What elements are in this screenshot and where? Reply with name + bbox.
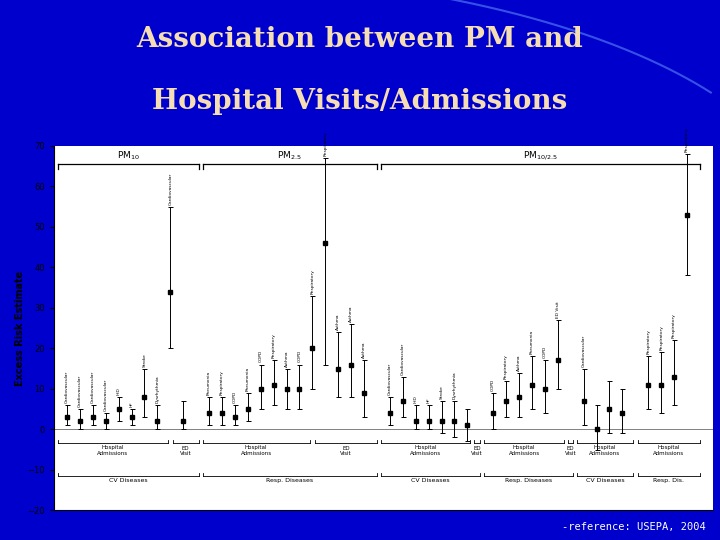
Text: Dysrhythmia: Dysrhythmia bbox=[452, 372, 456, 399]
Text: Asthma: Asthma bbox=[284, 350, 289, 367]
Text: CV Diseases: CV Diseases bbox=[585, 478, 624, 483]
Text: Resp. Dis.: Resp. Dis. bbox=[653, 478, 685, 483]
Text: ED
Visit: ED Visit bbox=[565, 446, 577, 456]
Text: Cardiovascular: Cardiovascular bbox=[168, 172, 172, 205]
Text: Cardiovascular: Cardiovascular bbox=[582, 334, 585, 367]
Text: COPD: COPD bbox=[233, 391, 237, 403]
Text: Asthma: Asthma bbox=[517, 354, 521, 370]
Text: COPD: COPD bbox=[297, 350, 302, 362]
Text: Cardiovascular: Cardiovascular bbox=[401, 342, 405, 375]
Text: Hospital
Admissions: Hospital Admissions bbox=[410, 446, 441, 456]
Text: COPD: COPD bbox=[543, 346, 547, 359]
Text: IHD: IHD bbox=[414, 395, 418, 403]
Text: -reference: USEPA, 2004: -reference: USEPA, 2004 bbox=[562, 522, 706, 532]
Text: PM$_{10/2.5}$: PM$_{10/2.5}$ bbox=[523, 150, 558, 163]
Text: ED
Visit: ED Visit bbox=[340, 446, 352, 456]
Text: Hospital
Admissions: Hospital Admissions bbox=[240, 446, 271, 456]
Text: ED
Visit: ED Visit bbox=[472, 446, 483, 456]
Text: Hospital
Admissions: Hospital Admissions bbox=[508, 446, 540, 456]
Text: Dysrhythmia: Dysrhythmia bbox=[156, 375, 159, 403]
Text: Stroke: Stroke bbox=[143, 353, 146, 367]
Text: Respiratory: Respiratory bbox=[647, 329, 650, 354]
Text: Respiratory: Respiratory bbox=[685, 127, 689, 152]
Text: Resp. Diseases: Resp. Diseases bbox=[266, 478, 313, 483]
Text: Respiratory: Respiratory bbox=[659, 326, 663, 350]
Text: Pneumonia: Pneumonia bbox=[207, 371, 211, 395]
Text: Pneumonia: Pneumonia bbox=[246, 367, 250, 391]
Text: Respiratory: Respiratory bbox=[271, 334, 276, 359]
Text: Hospital Visits/Admissions: Hospital Visits/Admissions bbox=[153, 87, 567, 114]
Text: COPD: COPD bbox=[491, 379, 495, 391]
Text: Cardiovascular: Cardiovascular bbox=[388, 363, 392, 395]
Text: Stroke: Stroke bbox=[439, 385, 444, 399]
Text: Cardiovascular: Cardiovascular bbox=[65, 371, 69, 403]
Text: Hospital
Admissions: Hospital Admissions bbox=[590, 446, 621, 456]
Text: Cardiovascular: Cardiovascular bbox=[78, 375, 82, 407]
Text: IHD: IHD bbox=[117, 387, 120, 395]
Text: PM$_{10}$: PM$_{10}$ bbox=[117, 150, 140, 163]
Y-axis label: Excess Risk Estimate: Excess Risk Estimate bbox=[14, 271, 24, 386]
Text: HF: HF bbox=[427, 397, 431, 403]
Text: PM$_{2.5}$: PM$_{2.5}$ bbox=[277, 150, 302, 163]
Text: Cardiovascular: Cardiovascular bbox=[104, 379, 108, 411]
Text: ED Visit: ED Visit bbox=[556, 301, 559, 318]
Text: Asthma: Asthma bbox=[336, 314, 340, 330]
Text: Resp. Diseases: Resp. Diseases bbox=[505, 478, 552, 483]
Text: ED
Visit: ED Visit bbox=[180, 446, 192, 456]
Text: Hospital
Admissions: Hospital Admissions bbox=[653, 446, 685, 456]
Text: Respiratory: Respiratory bbox=[220, 370, 224, 395]
Text: Association between PM and: Association between PM and bbox=[137, 26, 583, 53]
Text: CV Diseases: CV Diseases bbox=[411, 478, 450, 483]
Text: Pneumonia: Pneumonia bbox=[530, 330, 534, 354]
Text: Hospital
Admissions: Hospital Admissions bbox=[97, 446, 128, 456]
Text: Respiratory: Respiratory bbox=[310, 269, 315, 294]
Text: Respiratory: Respiratory bbox=[323, 131, 328, 156]
Text: Respiratory: Respiratory bbox=[672, 313, 676, 338]
Text: COPD: COPD bbox=[258, 350, 263, 362]
Text: Respiratory: Respiratory bbox=[504, 354, 508, 379]
Text: Asthma: Asthma bbox=[362, 342, 366, 359]
Text: Cardiovascular: Cardiovascular bbox=[91, 371, 95, 403]
Text: Asthma: Asthma bbox=[349, 306, 353, 322]
Text: CV Diseases: CV Diseases bbox=[109, 478, 148, 483]
Text: HF: HF bbox=[130, 401, 133, 407]
